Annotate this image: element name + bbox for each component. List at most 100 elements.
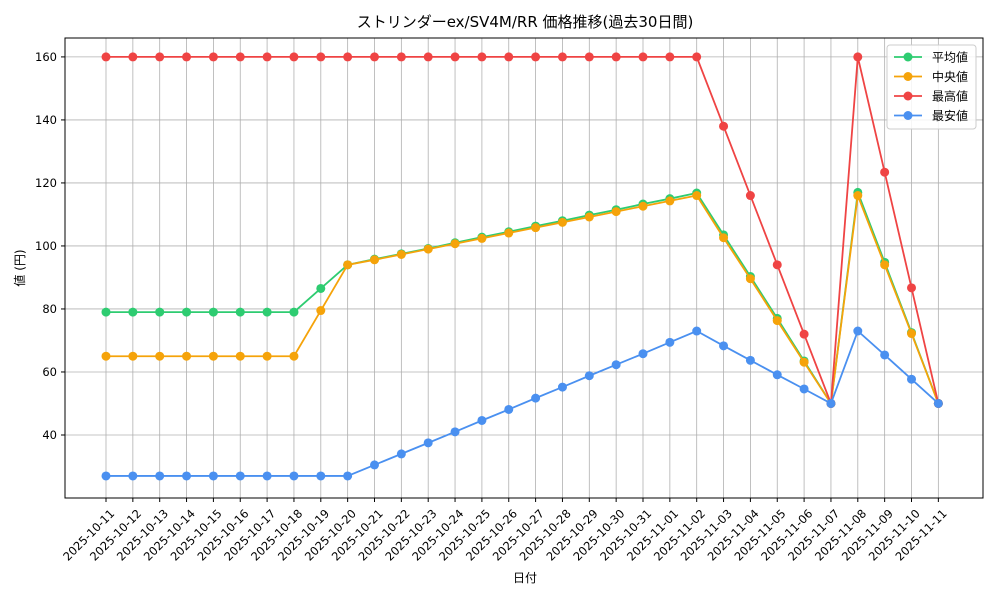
data-point [101, 307, 111, 317]
data-point [182, 307, 192, 317]
data-point [772, 260, 782, 270]
data-point [155, 471, 165, 481]
legend-label: 最安値 [932, 108, 968, 123]
data-point [719, 341, 729, 351]
data-point [208, 52, 218, 62]
data-point [504, 52, 514, 62]
data-point [235, 52, 245, 62]
data-point [531, 223, 541, 233]
legend-label: 平均値 [932, 50, 968, 65]
data-point [907, 329, 916, 339]
y-tick-label: 100 [35, 239, 57, 253]
data-point [584, 212, 594, 222]
grid [65, 38, 983, 498]
data-point [343, 52, 353, 62]
data-point [396, 249, 406, 259]
data-point [799, 384, 809, 394]
data-point [101, 351, 111, 361]
data-point [719, 121, 729, 131]
series-group [101, 52, 943, 481]
data-point [584, 371, 594, 381]
data-point [343, 260, 353, 270]
x-axis: 2025-10-112025-10-122025-10-132025-10-14… [60, 498, 950, 564]
legend-swatch-marker [903, 91, 913, 101]
data-point [477, 233, 487, 243]
data-point [396, 52, 406, 62]
data-point [665, 196, 675, 206]
data-point [826, 398, 836, 408]
legend-label: 中央値 [932, 69, 968, 84]
series-1 [101, 191, 943, 408]
data-point [638, 52, 648, 62]
legend-box [886, 44, 977, 130]
data-point [128, 471, 138, 481]
data-point [262, 52, 272, 62]
data-point [208, 471, 218, 481]
data-point [155, 52, 165, 62]
data-point [208, 307, 218, 317]
data-point [584, 52, 594, 62]
data-point [370, 460, 379, 470]
series-0 [101, 187, 943, 408]
data-point [907, 374, 916, 384]
chart-title: ストリンダーex/SV4M/RR 価格推移(過去30日間) [357, 13, 694, 31]
y-tick-label: 140 [35, 113, 57, 127]
data-point [611, 207, 621, 217]
data-point [477, 52, 487, 62]
data-point [450, 427, 460, 437]
x-axis-label: 日付 [513, 571, 537, 585]
data-point [155, 351, 165, 361]
data-point [423, 52, 433, 62]
legend-swatch-marker [903, 72, 913, 81]
data-point [235, 307, 245, 317]
data-point [772, 316, 782, 326]
data-point [262, 351, 272, 361]
data-point [450, 52, 460, 62]
data-point [289, 351, 299, 361]
data-point [504, 228, 514, 238]
data-point [557, 217, 567, 227]
data-point [128, 351, 138, 361]
data-point [772, 370, 782, 380]
data-point [692, 52, 702, 62]
data-point [343, 471, 353, 481]
data-point [289, 52, 299, 62]
plot-area-frame [64, 37, 984, 499]
data-point [638, 349, 648, 359]
data-point [692, 191, 702, 201]
data-point [557, 382, 567, 392]
y-tick-label: 120 [35, 176, 57, 190]
data-point [531, 393, 541, 403]
legend-label: 最高値 [932, 89, 968, 104]
y-tick-label: 160 [35, 50, 57, 64]
data-point [289, 471, 299, 481]
data-point [316, 471, 326, 481]
data-point [665, 337, 675, 347]
y-axis-label: 値 (円) [12, 249, 27, 286]
data-point [531, 52, 541, 62]
legend-swatch-marker [903, 111, 913, 120]
data-point [719, 233, 729, 243]
data-point [101, 52, 111, 62]
data-point [853, 52, 863, 62]
legend-swatch-marker [903, 52, 913, 62]
data-point [235, 351, 245, 361]
data-point [907, 283, 916, 293]
data-point [853, 191, 863, 201]
data-point [745, 274, 755, 284]
data-point [423, 438, 433, 448]
data-point [745, 191, 755, 201]
data-point [611, 52, 621, 62]
data-point [128, 52, 138, 62]
y-axis: 40 60 80 100 120 140 160 [35, 50, 65, 442]
y-tick-label: 80 [42, 302, 57, 316]
data-point [182, 351, 192, 361]
data-point [262, 471, 272, 481]
data-point [880, 260, 890, 270]
data-point [557, 52, 567, 62]
data-point [638, 201, 648, 211]
data-point [316, 52, 326, 62]
data-point [450, 239, 460, 249]
